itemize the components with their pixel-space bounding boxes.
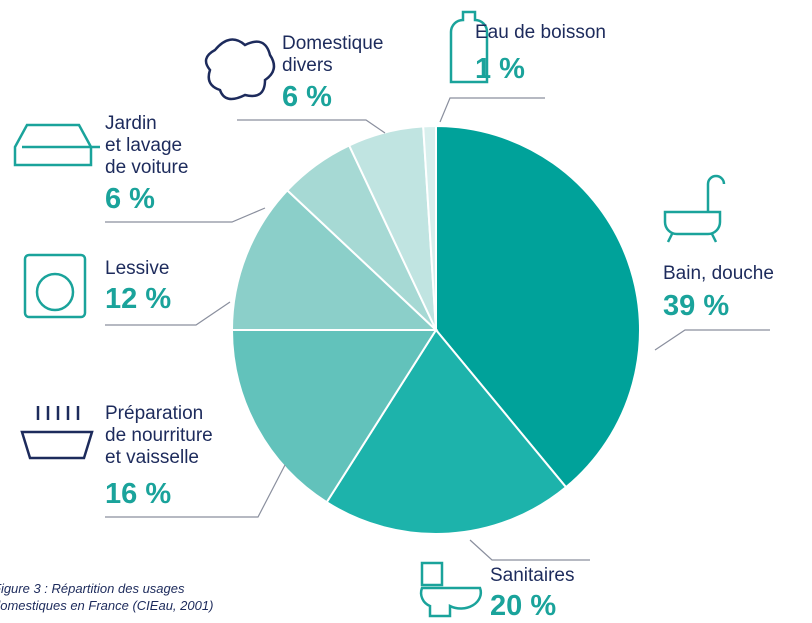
value-label: 39 %	[663, 290, 730, 322]
leader-line	[469, 539, 590, 561]
leader-line	[105, 464, 286, 518]
slice-label: Préparation de nourriture et vaisselle	[105, 403, 213, 468]
leader-line	[439, 97, 545, 123]
leader-line	[105, 301, 231, 326]
washer-door	[35, 272, 75, 312]
leader-line	[105, 207, 266, 223]
pie-slice	[435, 124, 641, 489]
washer-icon	[23, 253, 87, 319]
slice-label: Eau de boisson	[475, 22, 606, 43]
car-icon	[13, 123, 100, 167]
value-label: 6 %	[282, 81, 332, 113]
value-label: 12 %	[105, 283, 172, 315]
bath-icon	[663, 174, 726, 243]
slice-label: Domestique divers	[282, 33, 384, 76]
value-label: 1 %	[475, 53, 525, 85]
slice-label: Bain, douche	[663, 263, 774, 284]
value-label: 20 %	[490, 590, 557, 622]
basin-icon	[20, 406, 94, 460]
caption: Figure 3 : Répartition des usages domest…	[0, 581, 214, 613]
icons	[13, 10, 726, 618]
splash-icon	[204, 38, 276, 101]
slice-label: Sanitaires	[490, 565, 575, 586]
value-label: 16 %	[105, 478, 172, 510]
slice-label: Lessive	[105, 258, 170, 279]
slice-label: Jardin et lavage de voiture	[105, 113, 189, 178]
leader-line	[654, 329, 770, 351]
leader-line	[237, 119, 386, 134]
bottle-icon	[449, 10, 489, 84]
pie-slice	[230, 188, 439, 331]
pie-slice	[325, 328, 568, 535]
value-label: 6 %	[105, 183, 155, 215]
pie-slice	[230, 329, 438, 504]
toilet-icon	[419, 561, 483, 618]
pie-slice	[422, 124, 437, 331]
